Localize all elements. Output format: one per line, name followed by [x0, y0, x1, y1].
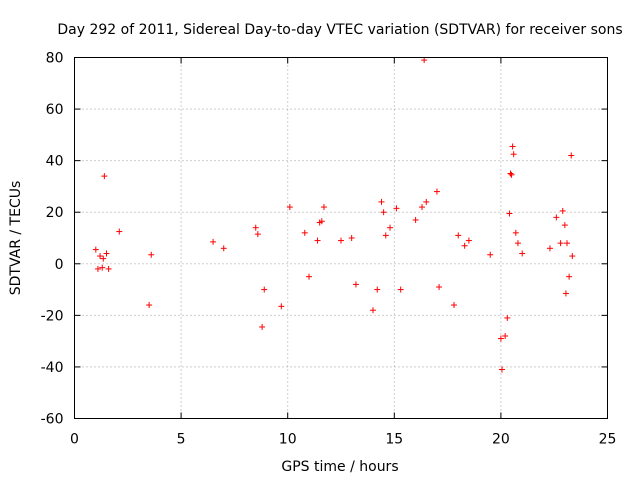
- y-axis: -60 -40 -20 0 20 40 60 80: [41, 51, 608, 428]
- data-point: [557, 240, 564, 247]
- data-point: [261, 286, 268, 293]
- data-point: [509, 143, 516, 150]
- data-point: [314, 237, 321, 244]
- data-point: [148, 251, 155, 258]
- data-point: [423, 198, 430, 205]
- y-tick-label: 60: [46, 102, 64, 118]
- x-tick-label: 10: [279, 432, 297, 448]
- data-point: [94, 265, 101, 272]
- data-point: [561, 222, 568, 229]
- data-point: [393, 205, 400, 212]
- y-tick-label: 0: [55, 257, 64, 273]
- data-point: [569, 253, 576, 260]
- data-point: [498, 366, 505, 373]
- data-point: [105, 265, 112, 272]
- y-tick-label: 40: [46, 154, 64, 170]
- grid-lines: [74, 57, 608, 419]
- data-point: [301, 229, 308, 236]
- data-point: [487, 251, 494, 258]
- y-tick-label: 80: [46, 51, 64, 67]
- y-tick-label: 20: [46, 205, 64, 221]
- data-point: [259, 323, 266, 330]
- data-point: [369, 307, 376, 314]
- data-point: [563, 240, 570, 247]
- data-point: [497, 335, 504, 342]
- y-axis-label: SDTVAR / TECUs: [8, 181, 24, 296]
- data-point: [508, 171, 515, 178]
- plot-frame: [74, 57, 608, 419]
- data-point: [450, 302, 457, 309]
- data-point: [421, 57, 428, 64]
- data-point: [306, 273, 313, 280]
- data-point: [419, 204, 426, 211]
- y-tick-label: -60: [41, 412, 64, 428]
- data-point: [338, 237, 344, 244]
- data-point: [374, 286, 381, 293]
- data-point: [546, 245, 553, 252]
- data-point: [320, 204, 327, 211]
- data-points: [92, 57, 576, 373]
- x-tick-label: 15: [385, 432, 403, 448]
- data-point: [507, 170, 514, 177]
- x-tick-label: 25: [599, 432, 617, 448]
- data-point: [380, 209, 387, 216]
- data-point: [397, 286, 404, 293]
- data-point: [568, 152, 575, 159]
- data-point: [461, 242, 468, 249]
- data-point: [278, 303, 285, 310]
- data-point: [210, 238, 217, 245]
- data-point: [436, 283, 443, 290]
- data-point: [559, 207, 566, 214]
- data-point: [553, 214, 560, 221]
- x-axis-label: GPS time / hours: [281, 459, 398, 475]
- data-point: [99, 264, 106, 271]
- data-point: [566, 273, 573, 280]
- x-tick-label: 0: [70, 432, 79, 448]
- data-point: [382, 232, 389, 239]
- data-point: [97, 253, 104, 260]
- data-point: [387, 224, 394, 231]
- data-point: [101, 173, 108, 180]
- data-point: [504, 314, 511, 321]
- data-point: [562, 290, 569, 297]
- data-point: [146, 302, 153, 309]
- data-point: [433, 188, 440, 195]
- data-point: [286, 204, 293, 211]
- data-point: [116, 228, 123, 235]
- data-point: [318, 218, 325, 225]
- data-point: [100, 255, 107, 262]
- data-point: [352, 281, 359, 288]
- data-point: [412, 216, 419, 223]
- data-point: [220, 245, 227, 252]
- data-point: [455, 232, 462, 239]
- data-point: [519, 250, 526, 257]
- data-point: [103, 250, 110, 257]
- data-point: [92, 246, 99, 253]
- x-tick-label: 20: [492, 432, 510, 448]
- data-point: [348, 235, 355, 241]
- data-point: [512, 229, 519, 236]
- data-point: [254, 231, 261, 238]
- y-tick-label: -20: [41, 308, 64, 324]
- data-point: [510, 151, 517, 158]
- data-point: [506, 210, 513, 217]
- y-tick-label: -40: [41, 360, 64, 376]
- data-point: [252, 224, 259, 231]
- data-point: [465, 237, 472, 244]
- x-axis: 0 5 10 15 20 25: [70, 57, 617, 448]
- chart-title: Day 292 of 2011, Sidereal Day-to-day VTE…: [57, 22, 622, 38]
- data-point: [378, 198, 385, 205]
- x-tick-label: 5: [177, 432, 186, 448]
- data-point: [502, 332, 509, 339]
- data-point: [514, 240, 521, 247]
